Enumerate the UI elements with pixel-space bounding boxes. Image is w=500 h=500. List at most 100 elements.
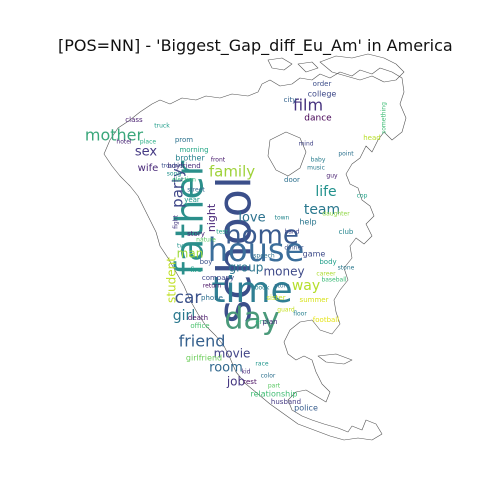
cloud-word: sex	[135, 145, 158, 160]
cloud-word: city	[284, 96, 297, 104]
cloud-word: family	[209, 163, 255, 181]
cloud-word: order	[313, 80, 332, 88]
cloud-word: year	[184, 196, 200, 204]
cloud-word: help	[299, 218, 316, 227]
cloud-word: test	[216, 229, 228, 236]
cloud-word: baseball	[321, 277, 346, 284]
cloud-word: something	[381, 102, 388, 134]
cloud-word: song	[167, 171, 182, 178]
cloud-word: fight	[173, 214, 180, 228]
cloud-word: sister	[266, 294, 285, 302]
cloud-word: room	[209, 361, 243, 376]
chart-title: [POS=NN] - 'Biggest_Gap_diff_Eu_Am' in A…	[58, 36, 453, 55]
cloud-word: brother	[175, 154, 205, 163]
cloud-word: book	[255, 285, 270, 292]
cloud-word: club	[339, 228, 354, 236]
cloud-word: relationship	[250, 390, 297, 399]
cloud-word: film	[293, 96, 323, 115]
cloud-word: music	[307, 165, 325, 172]
cloud-word: tv	[177, 243, 183, 250]
island-outline-1	[267, 57, 293, 71]
cloud-word: summer	[300, 296, 329, 304]
cloud-word: police	[294, 404, 318, 413]
cloud-word: home	[225, 221, 299, 251]
cloud-word: team	[304, 202, 340, 218]
cloud-word: love	[238, 211, 265, 226]
cloud-word: trouble	[161, 163, 183, 170]
cloud-word: friend	[179, 332, 226, 351]
cloud-word: class	[125, 116, 143, 124]
cloud-word: front	[211, 157, 226, 164]
cloud-word: man	[177, 247, 204, 261]
cloud-word: mother	[85, 126, 144, 145]
cloud-word: football	[313, 316, 339, 324]
cloud-word: job	[226, 375, 245, 389]
cloud-word: town	[275, 215, 290, 222]
cloud-word: career	[316, 271, 336, 278]
cloud-word: money	[263, 265, 304, 279]
cloud-word: street	[187, 187, 205, 194]
cloud-word: father	[168, 160, 212, 275]
cloud-word: dance	[304, 114, 332, 124]
island-outline-2	[297, 61, 319, 73]
cloud-word: wife	[138, 163, 159, 174]
hudson-bay-outline	[267, 131, 307, 177]
cloud-word: rest	[243, 378, 257, 386]
cloud-word: death	[188, 314, 208, 322]
cloud-word: boyfriend	[167, 162, 200, 170]
cloud-word: point	[338, 151, 354, 158]
cloud-word: nature	[196, 237, 216, 244]
cloud-word: place	[140, 139, 156, 146]
cloud-word: color	[261, 373, 276, 380]
cloud-word: mind	[298, 141, 313, 148]
cloud-word: story	[187, 230, 205, 238]
cloud-word: way	[292, 278, 320, 294]
cloud-word: dinner	[284, 245, 304, 252]
cloud-word: girl	[173, 308, 195, 324]
cloud-word: company	[202, 274, 234, 282]
cloud-word: body	[319, 258, 336, 266]
north-america-outline	[103, 67, 407, 441]
cloud-word: return	[203, 283, 222, 290]
cloud-word: group	[229, 261, 264, 275]
cloud-word: life	[315, 184, 336, 200]
cloud-word: election	[172, 177, 196, 184]
cloud-word: house	[208, 231, 305, 269]
cloud-word: floor	[293, 311, 307, 318]
greenland-outline	[319, 53, 405, 83]
cloud-word: daughter	[322, 211, 350, 218]
cloud-word: fire	[190, 266, 201, 274]
cloud-word: race	[255, 361, 268, 368]
cloud-word: party	[169, 168, 187, 208]
cloud-word: student	[165, 257, 179, 303]
cloud-word: day	[224, 302, 279, 337]
cloud-word: hand	[284, 229, 299, 236]
cloud-word: guard	[277, 307, 295, 314]
america-outline	[103, 53, 407, 441]
cloud-word: prom	[175, 136, 193, 144]
cloud-word: end	[255, 318, 268, 326]
cloud-word: store	[274, 283, 289, 290]
cloud-word: hotel	[116, 139, 132, 146]
cloud-word: plan	[262, 318, 277, 326]
cloud-word: school	[208, 176, 262, 323]
cloud-word: movie	[214, 347, 251, 361]
cloud-word: head	[363, 134, 380, 142]
cloud-word: truck	[154, 123, 170, 130]
cloud-word: car	[175, 288, 202, 308]
cloud-word: time	[211, 270, 292, 311]
cuba-outline	[317, 353, 353, 365]
cloud-word: door	[284, 176, 300, 184]
cloud-word: speech	[253, 253, 275, 260]
cloud-word: husband	[271, 398, 301, 406]
cloud-word: guy	[326, 173, 338, 180]
cloud-word: phone	[201, 294, 223, 302]
cloud-word: part	[268, 383, 281, 390]
cloud-word: night	[205, 203, 218, 232]
cloud-word: game	[303, 250, 326, 259]
cloud-word: boy	[200, 258, 213, 266]
cloud-word: college	[308, 90, 337, 99]
cloud-word: baby	[311, 157, 326, 164]
